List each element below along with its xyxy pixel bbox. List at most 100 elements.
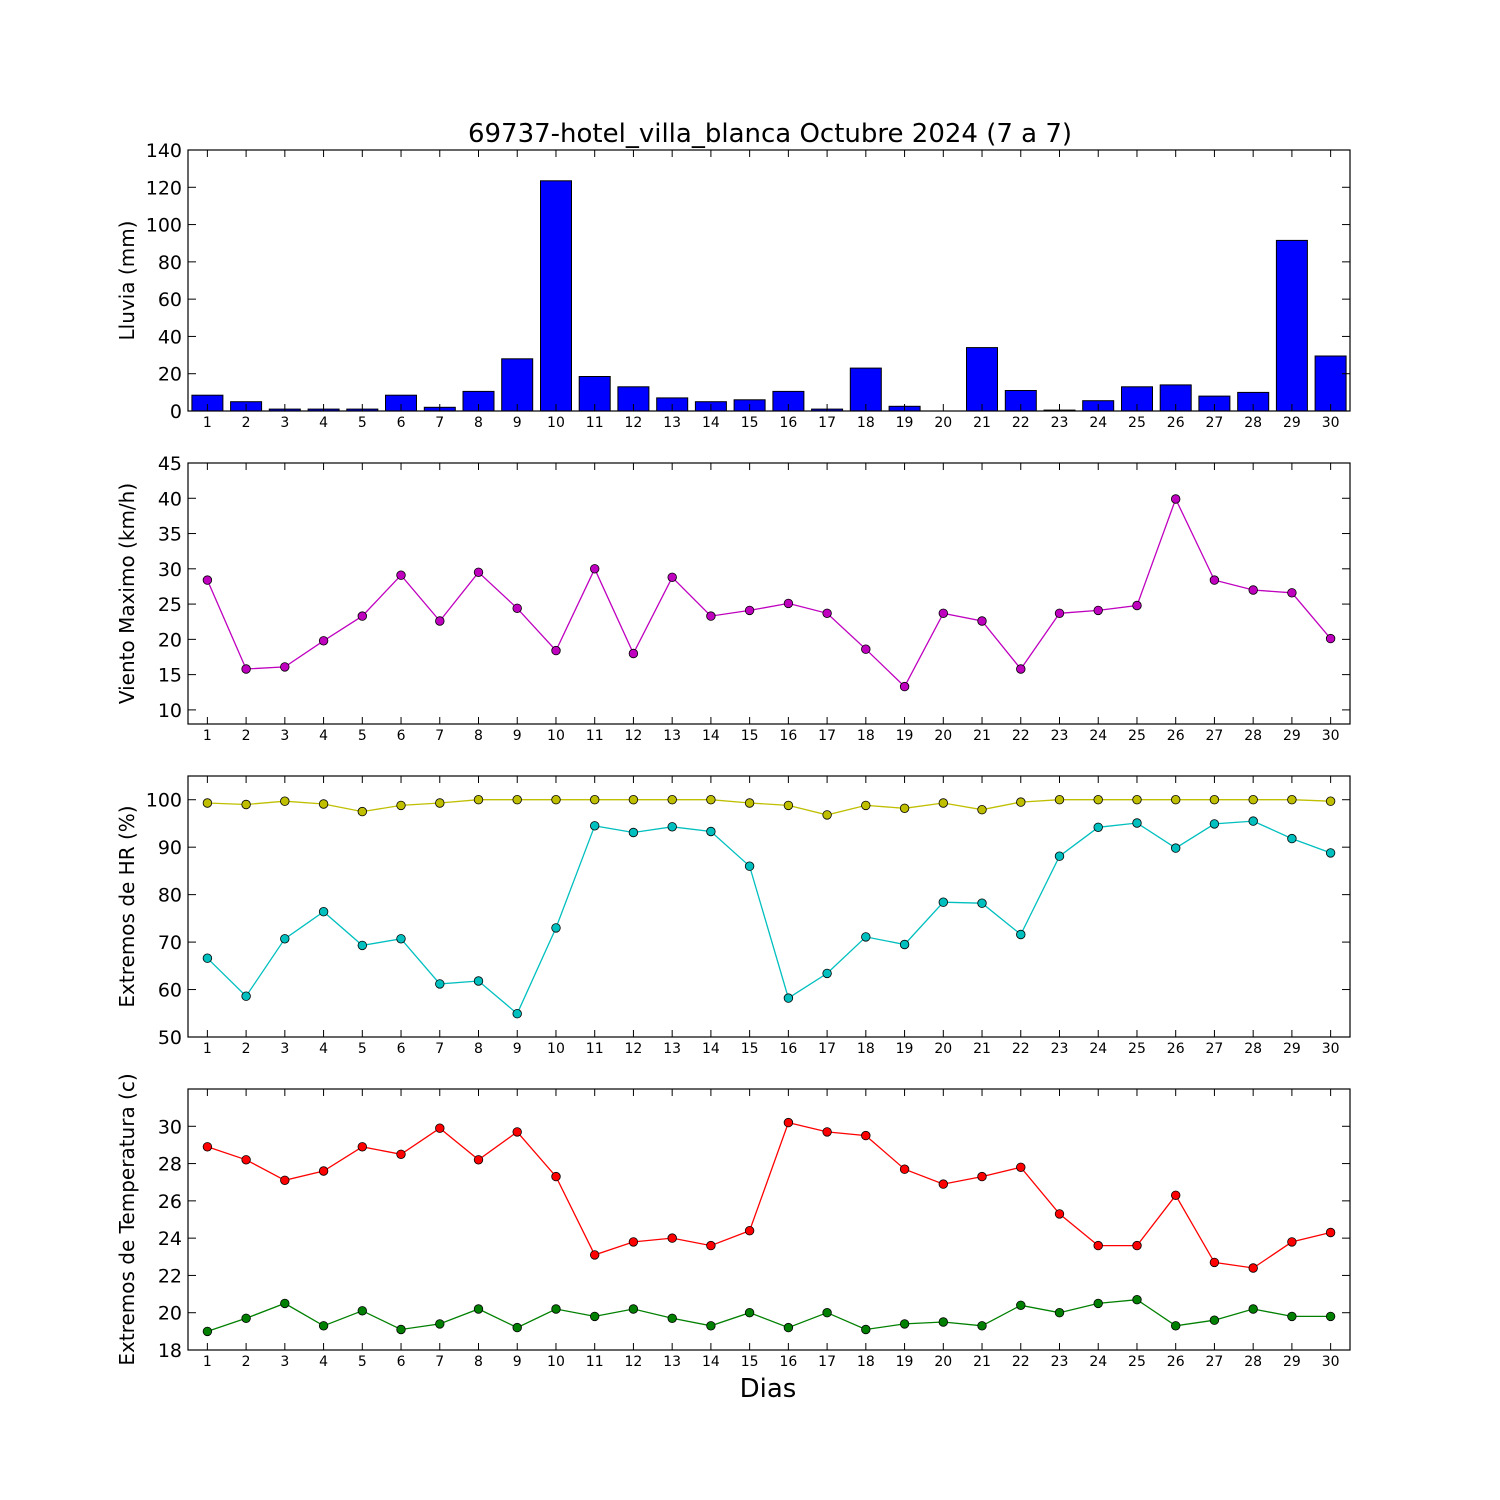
point-s1-day-25 [1132,600,1142,611]
series-line-1 [207,1121,1331,1269]
point-s2-day-3 [280,934,290,944]
point-s1-day-6 [396,570,406,580]
point-s2-day-4 [318,907,329,917]
point-s1-day-10 [551,795,561,805]
point-s1-day-14 [706,1240,716,1251]
x-tick-label: 30 [1322,1354,1340,1370]
axes-frame [187,775,1351,1038]
x-tick-label: 9 [513,728,522,744]
point-s1-day-4 [318,636,329,646]
point-s2-day-17 [822,968,832,979]
x-tick-label: 27 [1206,1041,1224,1057]
x-tick-label: 14 [702,1354,720,1370]
point-s2-day-29 [1287,1311,1297,1322]
x-tick-label: 13 [663,728,681,744]
x-tick-label: 3 [280,1041,289,1057]
x-tick-label: 1 [203,415,212,431]
x-axis-label: Dias [740,1374,797,1404]
point-s1-day-20 [938,1179,949,1189]
point-s1-day-2 [241,799,251,810]
point-s2-day-24 [1093,822,1103,833]
point-s2-day-20 [938,1317,949,1327]
point-s2-day-13 [667,822,677,832]
x-tick-label: 25 [1128,728,1146,744]
point-s1-day-13 [667,795,677,805]
x-tick-label: 5 [358,1041,367,1057]
x-tick-label: 21 [973,728,991,744]
x-tick-label: 30 [1322,728,1340,744]
point-s1-day-9 [512,795,522,805]
x-tick-label: 29 [1283,415,1301,431]
point-s1-day-6 [396,1149,406,1160]
x-tick-label: 2 [242,1041,251,1057]
axes-frame [187,462,1351,725]
x-tick-label: 22 [1012,1354,1030,1370]
point-s1-day-11 [590,1250,600,1260]
x-tick-label: 19 [896,415,914,431]
y-tick-label: 70 [158,932,182,954]
point-s2-day-2 [241,991,251,1001]
x-tick-label: 8 [474,1041,483,1057]
point-s1-day-27 [1209,575,1220,585]
point-s2-day-24 [1093,1298,1103,1309]
point-s2-day-8 [473,1304,484,1314]
x-tick-label: 18 [857,415,875,431]
point-s1-day-15 [744,605,755,616]
point-s2-day-10 [551,1304,561,1314]
point-s1-day-30 [1325,796,1336,806]
point-s1-day-13 [667,1233,677,1243]
point-s2-day-15 [744,1307,755,1318]
y-tick-label: 80 [158,885,182,907]
x-tick-label: 25 [1128,1041,1146,1057]
point-s1-day-21 [977,1171,987,1182]
x-tick-label: 14 [702,1041,720,1057]
x-tick-label: 29 [1283,1354,1301,1370]
point-s1-day-21 [977,616,987,626]
point-s1-day-3 [280,662,290,672]
x-tick-label: 16 [779,415,797,431]
y-tick-label: 0 [170,401,182,423]
y-tick-label: 30 [158,1116,182,1138]
point-s1-day-26 [1170,494,1181,504]
point-s2-day-21 [977,898,987,908]
x-tick-label: 19 [896,728,914,744]
series-line-2 [207,1299,1331,1333]
point-s1-day-19 [899,1164,910,1174]
y-axis-label: Lluvia (mm) [115,221,139,341]
point-s1-day-29 [1287,795,1297,805]
point-s1-day-12 [628,795,639,805]
y-tick-label: 15 [158,665,182,687]
x-tick-label: 19 [896,1041,914,1057]
point-s2-day-16 [783,993,794,1003]
point-s1-day-16 [783,1117,794,1128]
x-tick-label: 28 [1244,728,1262,744]
point-s2-day-22 [1016,929,1026,940]
x-tick-label: 11 [586,1354,604,1370]
point-s2-day-19 [899,939,910,950]
x-tick-label: 22 [1012,415,1030,431]
point-s1-day-18 [861,1130,871,1141]
point-s2-day-16 [783,1322,794,1333]
y-tick-label: 60 [158,980,182,1002]
point-s2-day-25 [1132,1294,1142,1305]
x-tick-label: 12 [625,728,643,744]
point-s1-day-5 [357,806,368,817]
x-tick-label: 8 [474,1354,483,1370]
x-tick-label: 12 [625,415,643,431]
x-tick-label: 4 [319,1041,328,1057]
point-s1-day-5 [357,1142,368,1152]
point-s1-day-17 [822,1127,832,1137]
point-s1-day-12 [628,648,639,659]
x-tick-label: 3 [280,728,289,744]
point-s2-day-14 [706,1321,716,1331]
x-tick-label: 7 [435,728,444,744]
point-s1-day-10 [551,1171,561,1182]
point-s2-day-4 [318,1321,329,1331]
point-s1-day-24 [1093,1240,1103,1251]
point-s2-day-23 [1054,1307,1065,1318]
x-tick-label: 17 [818,415,836,431]
y-tick-label: 20 [158,629,182,651]
point-s1-day-3 [280,796,290,806]
